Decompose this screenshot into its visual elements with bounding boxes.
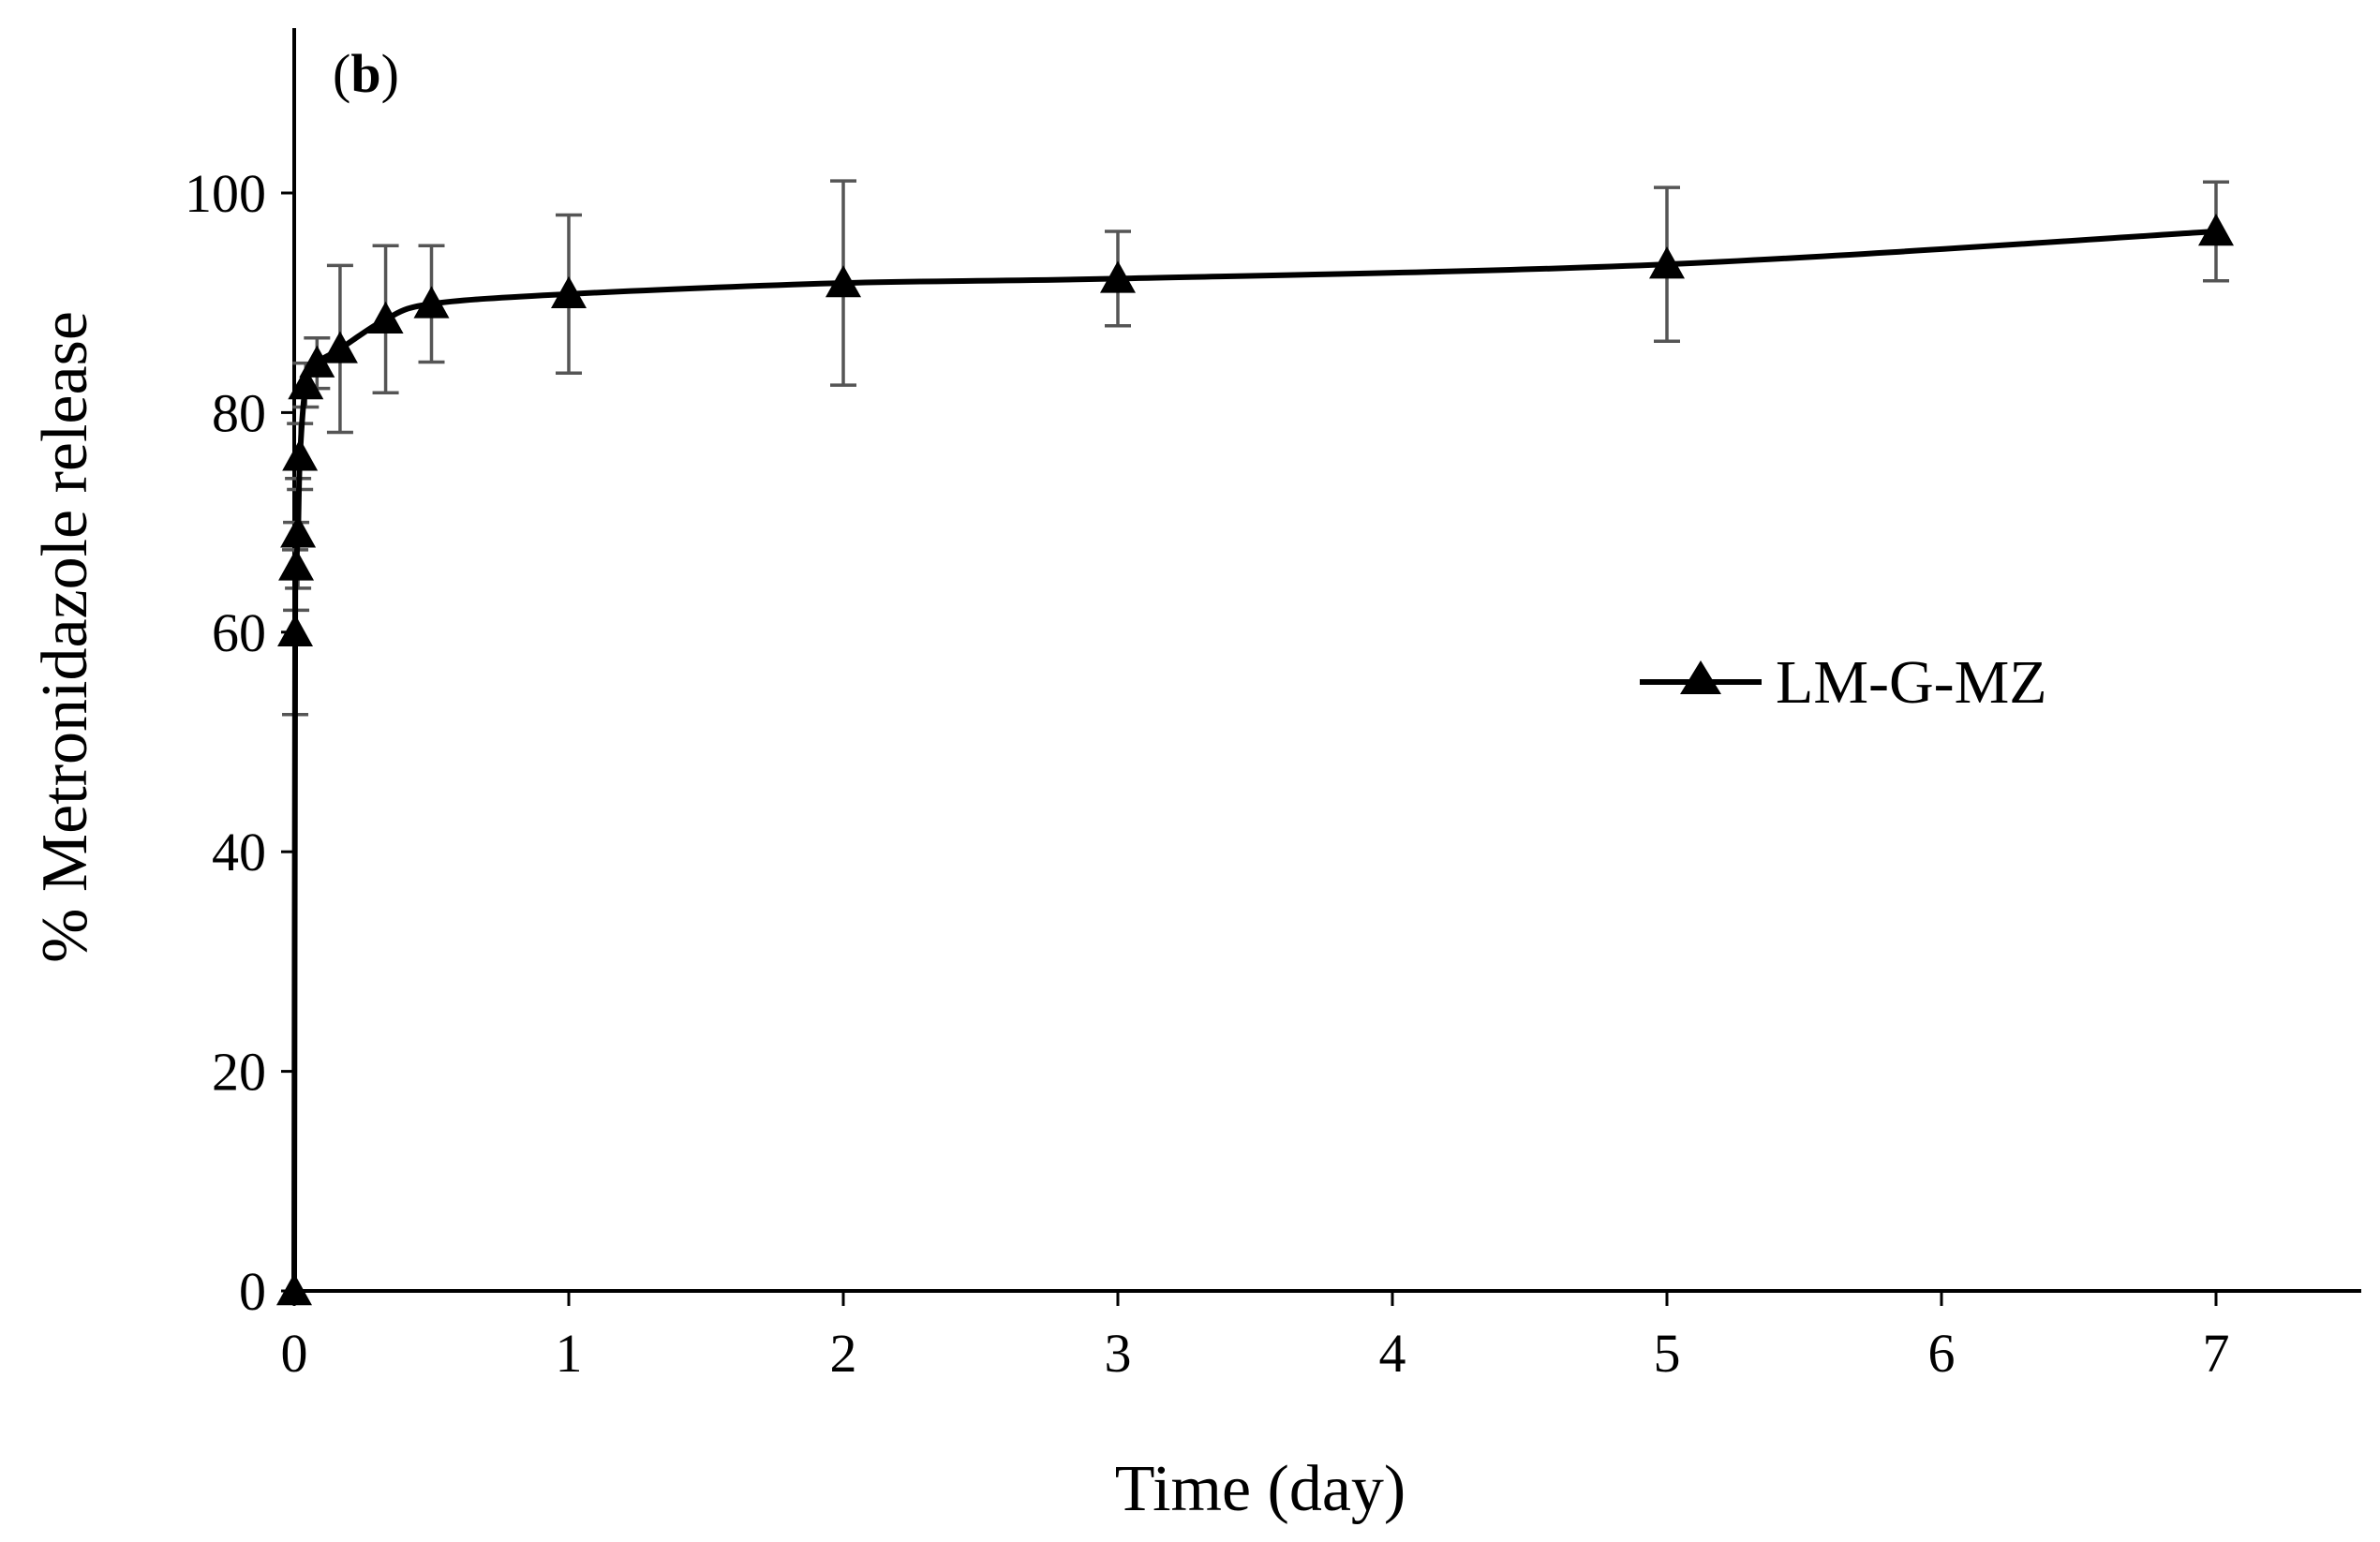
data-point <box>1649 246 1685 279</box>
x-tick-label: 6 <box>1928 1323 1956 1384</box>
panel-label: (b) <box>333 43 399 104</box>
data-point <box>288 367 324 400</box>
data-point <box>278 548 315 581</box>
x-tick-label: 1 <box>556 1323 583 1384</box>
markers <box>276 214 2234 1306</box>
legend-label: LM-G-MZ <box>1776 648 2047 717</box>
x-axis-title: Time (day) <box>1115 1453 1406 1525</box>
data-point <box>826 265 861 298</box>
x-tick-label: 3 <box>1105 1323 1132 1384</box>
data-point <box>276 1273 312 1306</box>
axes <box>292 28 2361 1293</box>
data-point <box>282 438 319 471</box>
data-point <box>413 286 450 319</box>
data-point <box>1100 260 1136 293</box>
x-tick-label: 7 <box>2203 1323 2230 1384</box>
x-tick-label: 2 <box>830 1323 857 1384</box>
x-tick-label: 0 <box>281 1323 308 1384</box>
y-axis-title: % Metronidazole release <box>29 311 101 963</box>
y-tick-label: 60 <box>212 602 266 663</box>
data-point <box>2198 214 2234 246</box>
x-ticks: 0 1 2 3 4 5 6 7 <box>281 1291 2230 1384</box>
y-tick-label: 100 <box>185 163 266 224</box>
legend-marker <box>1680 660 1721 694</box>
y-tick-label: 0 <box>239 1261 266 1322</box>
x-tick-label: 5 <box>1654 1323 1681 1384</box>
y-tick-label: 20 <box>212 1042 266 1103</box>
y-tick-label: 40 <box>212 822 266 882</box>
error-bars <box>282 179 2229 717</box>
data-point <box>277 614 314 646</box>
data-point <box>367 301 404 334</box>
x-tick-label: 4 <box>1379 1323 1406 1384</box>
y-ticks: 0 20 40 60 80 100 <box>185 163 294 1322</box>
data-point <box>551 275 587 309</box>
panel-label-letter: b <box>350 43 380 104</box>
data-point <box>299 345 335 378</box>
data-point <box>280 515 317 548</box>
data-point <box>321 331 358 363</box>
series-line <box>291 229 2217 1292</box>
y-tick-label: 80 <box>212 382 266 443</box>
legend: LM-G-MZ <box>1640 648 2047 717</box>
